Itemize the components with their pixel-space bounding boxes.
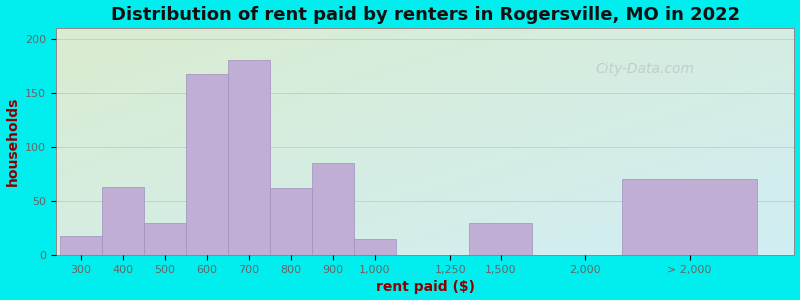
Bar bbox=[470, 223, 532, 255]
Bar bbox=[60, 236, 102, 255]
Bar bbox=[144, 223, 186, 255]
Bar bbox=[270, 188, 312, 255]
Bar bbox=[354, 239, 396, 255]
X-axis label: rent paid ($): rent paid ($) bbox=[376, 280, 474, 294]
Y-axis label: households: households bbox=[6, 97, 19, 186]
Bar bbox=[102, 187, 144, 255]
Title: Distribution of rent paid by renters in Rogersville, MO in 2022: Distribution of rent paid by renters in … bbox=[110, 6, 740, 24]
Text: City-Data.com: City-Data.com bbox=[595, 62, 694, 76]
Bar bbox=[312, 163, 354, 255]
Bar bbox=[186, 74, 228, 255]
Bar bbox=[228, 60, 270, 255]
Bar bbox=[622, 179, 757, 255]
